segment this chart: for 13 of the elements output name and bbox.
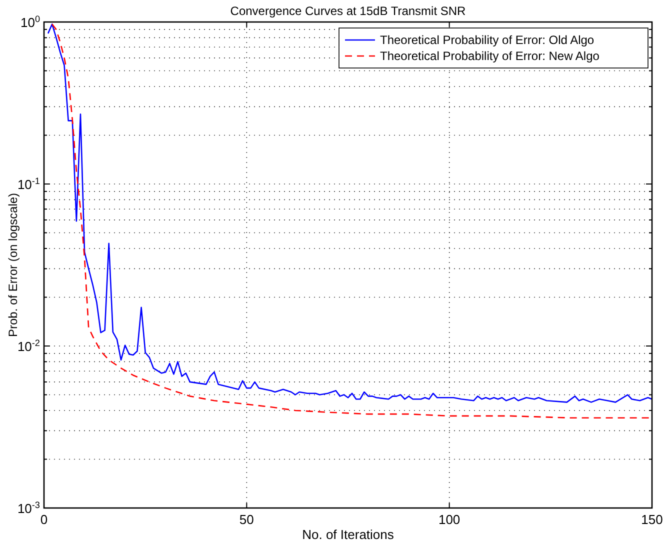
chart-title: Convergence Curves at 15dB Transmit SNR [230,4,466,18]
legend-label: Theoretical Probability of Error: Old Algo [380,33,594,47]
y-axis-title: Prob. of Error (on logscale) [6,192,20,338]
y-tick-label: 10$^{-2}$ [17,338,40,354]
x-tick-label: 100 [438,512,460,527]
y-tick-label: 10$^{0}$ [20,14,40,30]
x-axis-title: No. of Iterations [302,527,394,542]
y-tick-label: 10$^{-1}$ [17,176,40,192]
x-tick-label: 0 [40,512,48,527]
y-tick-label: 10$^{-3}$ [17,500,40,516]
legend-label: Theoretical Probability of Error: New Algo [380,49,600,63]
x-tick-label: 150 [641,512,663,527]
x-tick-label: 50 [239,512,254,527]
